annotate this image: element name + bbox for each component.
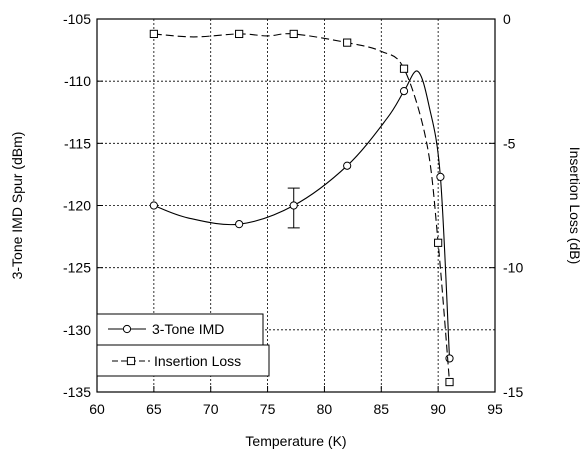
legend-marker-imd	[123, 325, 130, 332]
y-right-tick-label: -10	[503, 260, 523, 276]
data-point-insertion-loss	[290, 30, 297, 37]
data-point-insertion-loss	[344, 39, 351, 46]
y-left-tick-label: -130	[63, 322, 91, 338]
x-tick-label: 95	[487, 401, 503, 417]
legend: 3-Tone IMD Insertion Loss	[97, 314, 269, 376]
y-left-tick-label: -125	[63, 260, 91, 276]
data-point-insertion-loss	[435, 239, 442, 246]
data-point-3-tone-imd	[236, 221, 243, 228]
y-left-tick-label: -105	[63, 11, 91, 27]
x-tick-label: 90	[430, 401, 446, 417]
legend-marker-insertion-loss	[127, 357, 134, 364]
data-point-insertion-loss	[150, 30, 157, 37]
data-point-3-tone-imd	[400, 88, 407, 95]
left-y-axis-title: 3-Tone IMD Spur (dBm)	[9, 132, 25, 280]
x-tick-label: 60	[89, 401, 105, 417]
data-point-3-tone-imd	[150, 202, 157, 209]
right-y-axis-title: Insertion Loss (dB)	[567, 147, 583, 265]
data-point-3-tone-imd	[290, 202, 297, 209]
data-point-insertion-loss	[446, 378, 453, 385]
legend-label-insertion-loss: Insertion Loss	[154, 353, 241, 369]
x-axis-title: Temperature (K)	[245, 433, 346, 449]
y-left-tick-label: -120	[63, 198, 91, 214]
data-point-3-tone-imd	[446, 355, 453, 362]
data-point-insertion-loss	[400, 65, 407, 72]
x-tick-label: 70	[203, 401, 219, 417]
x-tick-label: 80	[317, 401, 333, 417]
y-right-tick-label: -5	[503, 135, 516, 151]
y-left-tick-label: -110	[64, 73, 91, 89]
data-point-3-tone-imd	[437, 173, 444, 180]
x-tick-label: 85	[373, 401, 389, 417]
y-left-tick-label: -115	[64, 135, 91, 151]
data-point-insertion-loss	[236, 30, 243, 37]
y-right-tick-label: 0	[503, 11, 511, 27]
y-left-tick-label: -135	[63, 384, 91, 400]
data-point-3-tone-imd	[344, 162, 351, 169]
x-tick-label: 65	[146, 401, 162, 417]
x-tick-label: 75	[260, 401, 276, 417]
y-right-tick-label: -15	[503, 384, 523, 400]
legend-label-imd: 3-Tone IMD	[152, 321, 224, 337]
